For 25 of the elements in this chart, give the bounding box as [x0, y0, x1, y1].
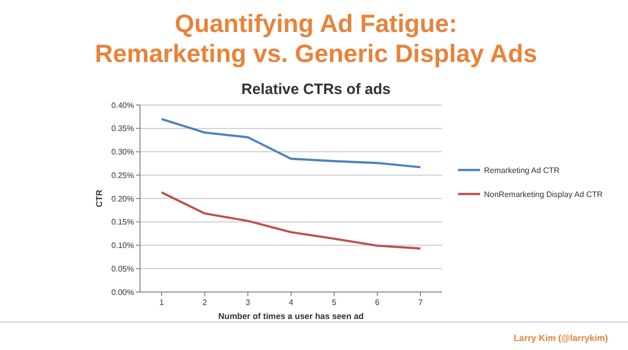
- y-tick-label: 0.40%: [111, 100, 134, 110]
- y-tick-label: 0.15%: [111, 218, 134, 227]
- x-tick-label: 1: [159, 298, 164, 307]
- y-tick-label: 0.00%: [111, 288, 134, 297]
- legend-label: Remarketing Ad CTR: [484, 166, 560, 175]
- x-tick-label: 3: [246, 298, 251, 307]
- y-tick-label: 0.20%: [111, 194, 134, 204]
- x-tick-label: 5: [332, 298, 337, 307]
- chart-subtitle: Relative CTRs of ads: [241, 81, 391, 98]
- y-tick-label: 0.30%: [111, 148, 134, 157]
- line-series: [160, 118, 422, 168]
- x-tick-label: 7: [418, 298, 424, 307]
- x-axis-title: Number of times a user has seen ad: [218, 311, 364, 321]
- y-axis-title: CTR: [94, 190, 104, 208]
- x-tick-label: 6: [375, 298, 380, 307]
- chart-title: Quantifying Ad Fatigue: Remarketing vs. Generic Display Ads: [94, 10, 538, 68]
- x-tick-label: 4: [288, 298, 294, 307]
- legend-label: NonRemarketing Display Ad CTR: [484, 190, 603, 199]
- x-tick-label: 2: [202, 298, 208, 307]
- y-tick-label: 0.10%: [111, 241, 134, 250]
- y-tick-label: 0.05%: [111, 264, 134, 274]
- y-tick-label: 0.35%: [111, 124, 134, 134]
- y-tick-label: 0.25%: [111, 170, 134, 180]
- line-series: [160, 191, 422, 250]
- text: Larry Kim (@larrykim): [514, 333, 608, 343]
